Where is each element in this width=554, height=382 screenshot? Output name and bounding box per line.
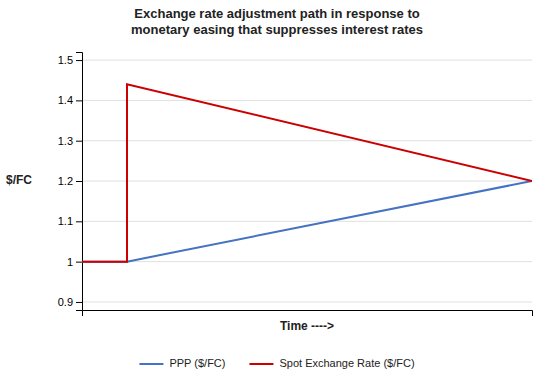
y-tick-label: 1.4 <box>58 94 73 106</box>
grid <box>82 60 532 302</box>
series-line <box>82 181 532 262</box>
y-axis-line <box>76 53 83 311</box>
legend-swatch <box>249 363 273 365</box>
y-tick: 1 <box>67 256 82 268</box>
y-tick-mark <box>76 181 82 182</box>
y-tick-label: 1.3 <box>58 135 73 147</box>
x-axis-label: Time ----> <box>280 319 334 333</box>
series-line <box>82 84 532 261</box>
y-tick: 1.3 <box>58 135 82 147</box>
grid-line <box>82 261 532 262</box>
y-tick: 1.1 <box>58 215 82 227</box>
y-tick-mark <box>76 100 82 101</box>
chart: 0.9 1 1.1 1.2 1.3 1.4 1.5 Exchange rate adjustm… <box>0 0 554 382</box>
grid-line <box>82 181 532 182</box>
y-tick: 1.2 <box>58 175 82 187</box>
grid-line <box>82 100 532 101</box>
legend-item: Spot Exchange Rate ($/FC) <box>249 357 414 369</box>
marks <box>82 84 532 261</box>
y-tick: 1.4 <box>58 94 82 106</box>
legend-label: PPP ($/FC) <box>169 357 225 369</box>
y-tick-mark <box>76 221 82 222</box>
y-tick: 1.5 <box>58 54 82 66</box>
grid-line <box>82 221 532 222</box>
legend-label: Spot Exchange Rate ($/FC) <box>279 357 414 369</box>
y-tick: 0.9 <box>58 296 82 308</box>
legend-item: PPP ($/FC) <box>139 357 225 369</box>
y-tick-label: 0.9 <box>58 296 73 308</box>
y-tick-mark <box>76 262 82 263</box>
x-axis-line <box>83 311 533 317</box>
title: Exchange rate adjustment path in respons… <box>131 6 423 37</box>
grid-line <box>82 140 532 141</box>
x-axis <box>83 311 533 317</box>
plot: 0.9 1 1.1 1.2 1.3 1.4 1.5 <box>58 53 533 317</box>
legend: PPP ($/FC) Spot Exchange Rate ($/FC) <box>139 357 414 369</box>
y-tick-mark <box>76 141 82 142</box>
legend-swatch <box>139 363 163 365</box>
y-axis: 0.9 1 1.1 1.2 1.3 1.4 1.5 <box>58 53 83 311</box>
y-tick-label: 1.1 <box>58 215 73 227</box>
grid-line <box>82 301 532 302</box>
y-tick-mark <box>76 302 82 303</box>
y-tick-label: 1.5 <box>58 54 73 66</box>
y-tick-label: 1 <box>67 256 73 268</box>
y-axis-label: $/FC <box>6 173 32 187</box>
y-tick-label: 1.2 <box>58 175 73 187</box>
y-tick-mark <box>76 60 82 61</box>
grid-line <box>82 60 532 61</box>
